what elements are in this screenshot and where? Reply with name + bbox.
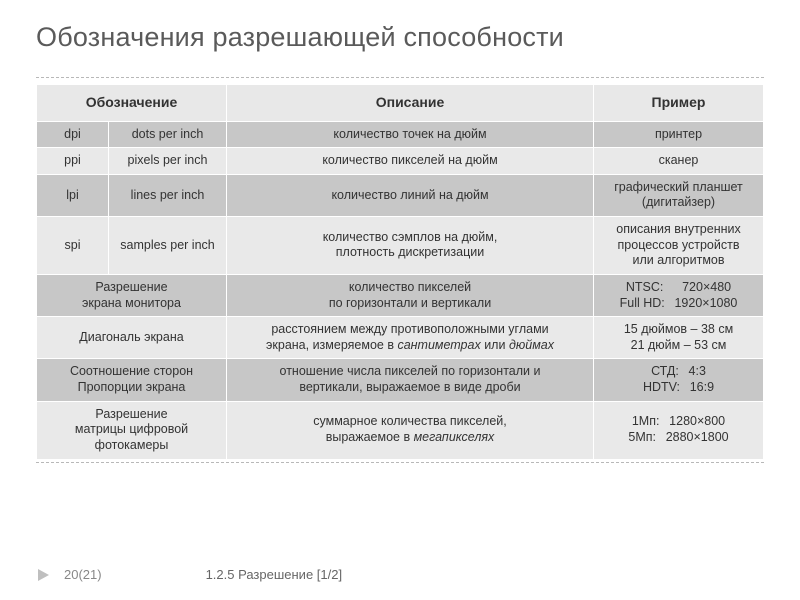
cell-description: суммарное количества пикселей,выражаемое… bbox=[227, 401, 594, 459]
table-row: lpilines per inchколичество линий на дюй… bbox=[37, 174, 764, 216]
cell-example: сканер bbox=[594, 148, 764, 175]
cell-abbr: ppi bbox=[37, 148, 109, 175]
cell-abbr-full: lines per inch bbox=[109, 174, 227, 216]
table-row: Диагональ экранарасстоянием между против… bbox=[37, 317, 764, 359]
cell-description: количество линий на дюйм bbox=[227, 174, 594, 216]
table-row: Разрешениематрицы цифровойфотокамерысумм… bbox=[37, 401, 764, 459]
cell-designation: Диагональ экрана bbox=[37, 317, 227, 359]
cell-description: количество сэмплов на дюйм,плотность дис… bbox=[227, 217, 594, 275]
col-description: Описание bbox=[227, 85, 594, 122]
resolution-table: Обозначение Описание Пример dpidots per … bbox=[36, 84, 764, 460]
cell-example: графический планшет(дигитайзер) bbox=[594, 174, 764, 216]
cell-abbr-full: pixels per inch bbox=[109, 148, 227, 175]
cell-designation: Разрешениеэкрана монитора bbox=[37, 274, 227, 316]
table-row: Соотношение сторонПропорции экранаотноше… bbox=[37, 359, 764, 401]
page-number: 20(21) bbox=[64, 567, 102, 582]
cell-abbr: spi bbox=[37, 217, 109, 275]
table-header-row: Обозначение Описание Пример bbox=[37, 85, 764, 122]
page-title: Обозначения разрешающей способности bbox=[36, 22, 764, 53]
table-row: Разрешениеэкрана монитораколичество пикс… bbox=[37, 274, 764, 316]
table-row: spisamples per inchколичество сэмплов на… bbox=[37, 217, 764, 275]
table-row: dpidots per inchколичество точек на дюйм… bbox=[37, 121, 764, 148]
table-row: ppipixels per inchколичество пикселей на… bbox=[37, 148, 764, 175]
cell-example: 15 дюймов – 38 см21 дюйм – 53 см bbox=[594, 317, 764, 359]
cell-designation: Разрешениематрицы цифровойфотокамеры bbox=[37, 401, 227, 459]
cell-abbr: lpi bbox=[37, 174, 109, 216]
cell-description: количество точек на дюйм bbox=[227, 121, 594, 148]
cell-description: количество пикселейпо горизонтали и верт… bbox=[227, 274, 594, 316]
divider-top bbox=[36, 77, 764, 78]
breadcrumb: 1.2.5 Разрешение [1/2] bbox=[206, 567, 343, 582]
cell-abbr-full: samples per inch bbox=[109, 217, 227, 275]
cell-example: описания внутреннихпроцессов устройствил… bbox=[594, 217, 764, 275]
cell-abbr: dpi bbox=[37, 121, 109, 148]
cell-example: СТД: 4:3HDTV: 16:9 bbox=[594, 359, 764, 401]
table-body: dpidots per inchколичество точек на дюйм… bbox=[37, 121, 764, 459]
cell-example: NTSC: 720×480Full HD: 1920×1080 bbox=[594, 274, 764, 316]
play-icon bbox=[36, 568, 50, 582]
cell-abbr-full: dots per inch bbox=[109, 121, 227, 148]
col-designation: Обозначение bbox=[37, 85, 227, 122]
cell-description: количество пикселей на дюйм bbox=[227, 148, 594, 175]
cell-description: расстоянием между противоположными углам… bbox=[227, 317, 594, 359]
divider-bottom bbox=[36, 462, 764, 463]
footer: 20(21) 1.2.5 Разрешение [1/2] bbox=[36, 567, 764, 582]
cell-designation: Соотношение сторонПропорции экрана bbox=[37, 359, 227, 401]
cell-example: принтер bbox=[594, 121, 764, 148]
col-example: Пример bbox=[594, 85, 764, 122]
cell-example: 1Мп: 1280×8005Мп: 2880×1800 bbox=[594, 401, 764, 459]
cell-description: отношение числа пикселей по горизонтали … bbox=[227, 359, 594, 401]
